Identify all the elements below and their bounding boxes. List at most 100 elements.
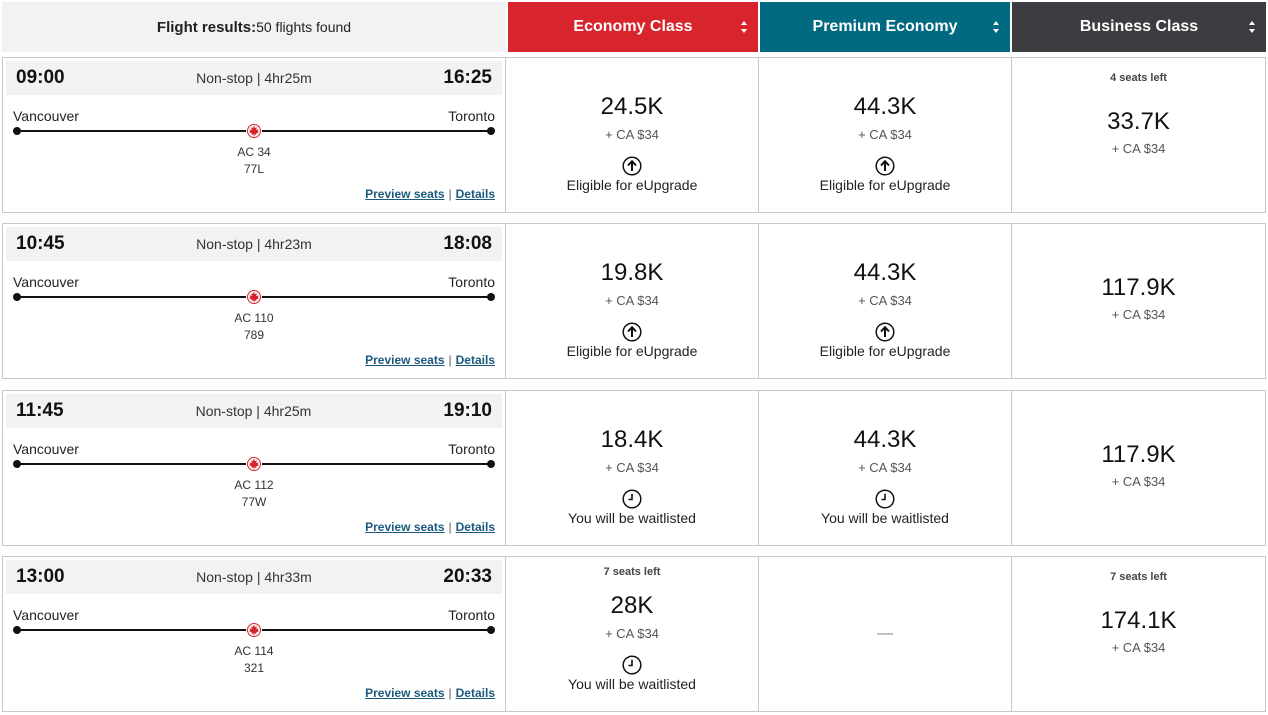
destination-city: Toronto [448, 441, 495, 457]
flight-links: Preview seats | Details [365, 686, 495, 700]
destination-city: Toronto [448, 108, 495, 124]
flight-times-bar: 09:00 Non-stop | 4hr25m 16:25 [6, 61, 502, 95]
origin-city: Vancouver [13, 108, 79, 124]
flight-number: AC 112 [234, 478, 274, 492]
results-title: Flight results: [156, 18, 257, 36]
sort-icon[interactable] [740, 18, 748, 36]
seats-left-badge: 7 seats left [1110, 571, 1167, 583]
upgrade-icon [875, 156, 895, 176]
sort-icon[interactable] [992, 18, 1000, 36]
arrival-time: 18:08 [443, 233, 492, 254]
route-line [13, 289, 495, 305]
upgrade-icon [875, 322, 895, 342]
flight-links: Preview seats | Details [365, 187, 495, 201]
seats-left-badge: 4 seats left [1110, 72, 1167, 84]
points-price: 117.9K [1101, 274, 1176, 301]
business-column-header[interactable]: Business Class [1012, 2, 1266, 52]
cash-price: + CA $34 [858, 127, 912, 142]
results-count: 50 flights found [256, 19, 352, 35]
destination-dot [487, 127, 495, 135]
flight-info-card: 10:45 Non-stop | 4hr23m 18:08 Vancouver Toro… [2, 223, 506, 379]
flight-number: AC 34 [237, 145, 271, 159]
link-separator: | [448, 187, 452, 201]
origin-dot [13, 626, 21, 634]
destination-city: Toronto [448, 607, 495, 623]
flight-number: AC 114 [234, 644, 274, 658]
flight-row: 09:00 Non-stop | 4hr25m 16:25 Vancouver Toro… [2, 57, 1266, 213]
seats-left-badge: 7 seats left [603, 566, 661, 578]
aircraft-type: 789 [243, 328, 265, 342]
business-fare-cell[interactable]: 7 seats left 174.1K + CA $34 [1012, 556, 1266, 712]
details-link[interactable]: Details [455, 520, 495, 534]
flight-duration: Non-stop | 4hr23m [196, 236, 312, 252]
business-fare-cell[interactable]: 4 seats left 33.7K + CA $34 [1012, 57, 1266, 213]
details-link[interactable]: Details [455, 187, 495, 201]
link-separator: | [448, 520, 452, 534]
economy-fare-cell[interactable]: 19.8K + CA $34 Eligible for eUpgrade [506, 223, 759, 379]
flight-number-block: AC 34 77L [3, 144, 505, 178]
flight-duration: Non-stop | 4hr25m [195, 403, 312, 419]
origin-dot [13, 460, 21, 468]
route-line [13, 622, 495, 638]
flight-links: Preview seats | Details [365, 353, 495, 367]
cash-price: + CA $34 [858, 460, 912, 475]
upgrade-icon [622, 156, 642, 176]
route-line [13, 123, 495, 139]
origin-city: Vancouver [13, 274, 79, 290]
fare-note: Eligible for eUpgrade [819, 177, 951, 193]
maple-leaf-icon [246, 289, 262, 305]
cash-price: + CA $34 [605, 293, 659, 308]
aircraft-type: 77W [241, 495, 267, 509]
cash-price: + CA $34 [1111, 307, 1166, 322]
arrival-time: 20:33 [443, 566, 492, 587]
origin-city: Vancouver [13, 607, 79, 623]
aircraft-type: 321 [243, 661, 265, 675]
preview-seats-link[interactable]: Preview seats [365, 686, 445, 700]
flight-row: 11:45 Non-stop | 4hr25m 19:10 Vancouver Toro… [2, 390, 1266, 546]
destination-dot [487, 293, 495, 301]
economy-column-header[interactable]: Economy Class [508, 2, 758, 52]
premium-column-header[interactable]: Premium Economy [760, 2, 1010, 52]
points-price: 24.5K [600, 93, 664, 120]
economy-fare-cell[interactable]: 7 seats left 28K + CA $34 You will be waitl… [506, 556, 759, 712]
flight-info-card: 13:00 Non-stop | 4hr33m 20:33 Vancouver Toro… [2, 556, 506, 712]
premium-fare-cell[interactable]: — [759, 556, 1012, 712]
route-line [13, 456, 495, 472]
economy-fare-cell[interactable]: 18.4K + CA $34 You will be waitlisted [506, 390, 759, 546]
economy-header-label: Economy Class [573, 18, 693, 35]
sort-icon[interactable] [1248, 18, 1256, 36]
preview-seats-link[interactable]: Preview seats [365, 353, 445, 367]
destination-dot [487, 626, 495, 634]
results-summary: Flight results: 50 flights found [2, 2, 506, 52]
premium-fare-cell[interactable]: 44.3K + CA $34 You will be waitlisted [759, 390, 1012, 546]
fare-note: Eligible for eUpgrade [819, 343, 951, 359]
business-fare-cell[interactable]: 117.9K + CA $34 [1012, 390, 1266, 546]
premium-fare-cell[interactable]: 44.3K + CA $34 Eligible for eUpgrade [759, 223, 1012, 379]
cash-price: + CA $34 [605, 626, 659, 641]
fare-note: You will be waitlisted [568, 510, 696, 526]
flight-times-bar: 13:00 Non-stop | 4hr33m 20:33 [6, 560, 502, 594]
flight-info-card: 09:00 Non-stop | 4hr25m 16:25 Vancouver Toro… [2, 57, 506, 213]
flight-number-block: AC 110 789 [3, 310, 505, 344]
flight-number-block: AC 112 77W [3, 477, 505, 511]
points-price: 44.3K [853, 93, 917, 120]
results-header: Flight results: 50 flights found Economy … [2, 2, 1266, 52]
preview-seats-link[interactable]: Preview seats [365, 520, 445, 534]
economy-fare-cell[interactable]: 24.5K + CA $34 Eligible for eUpgrade [506, 57, 759, 213]
cash-price: + CA $34 [605, 460, 659, 475]
details-link[interactable]: Details [455, 686, 495, 700]
fare-note: Eligible for eUpgrade [566, 343, 698, 359]
link-separator: | [448, 353, 452, 367]
route-cities: Vancouver Toronto [3, 274, 505, 290]
link-separator: | [448, 686, 452, 700]
preview-seats-link[interactable]: Preview seats [365, 187, 445, 201]
details-link[interactable]: Details [455, 353, 495, 367]
flight-number-block: AC 114 321 [3, 643, 505, 677]
clock-icon [875, 489, 895, 509]
origin-dot [13, 293, 21, 301]
business-header-label: Business Class [1079, 18, 1199, 35]
unavailable-dash: — [877, 625, 893, 642]
flight-info-card: 11:45 Non-stop | 4hr25m 19:10 Vancouver Toro… [2, 390, 506, 546]
business-fare-cell[interactable]: 117.9K + CA $34 [1012, 223, 1266, 379]
premium-fare-cell[interactable]: 44.3K + CA $34 Eligible for eUpgrade [759, 57, 1012, 213]
